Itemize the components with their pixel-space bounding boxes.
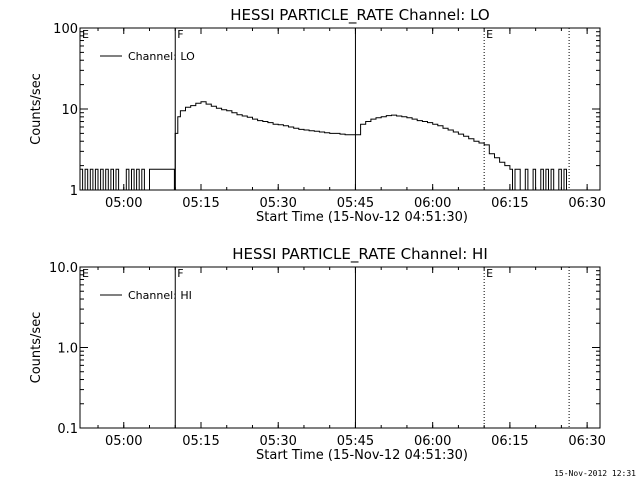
x-tick-label: 06:30	[568, 434, 605, 449]
x-tick-label: 06:15	[491, 434, 528, 449]
y-tick-label: 10.0	[49, 261, 78, 276]
legend-entry: Channel: HI	[128, 289, 192, 302]
x-tick-label: 05:45	[337, 196, 374, 211]
x-tick-label: 06:00	[414, 434, 451, 449]
y-tick-label: 10	[61, 103, 78, 118]
event-marker-label: F	[177, 28, 183, 41]
y-tick-label: 1	[70, 184, 78, 199]
x-tick-label: 05:30	[259, 434, 296, 449]
event-marker-label: E	[486, 28, 493, 41]
x-tick-label: 05:15	[182, 196, 219, 211]
x-tick-label: 05:30	[259, 196, 296, 211]
chart-title: HESSI PARTICLE_RATE Channel: HI	[232, 245, 488, 264]
y-tick-label: 1.0	[57, 342, 78, 357]
y-axis-label: Counts/sec	[29, 73, 44, 145]
x-tick-label: 05:00	[105, 196, 142, 211]
x-tick-label: 06:30	[568, 196, 605, 211]
x-tick-label: 06:15	[491, 196, 528, 211]
chart-panel-1: HESSI PARTICLE_RATE Channel: LO 05:00 05:1…	[29, 6, 606, 225]
event-marker-label: E	[486, 267, 493, 280]
x-axis-label: Start Time (15-Nov-12 04:51:30)	[256, 210, 468, 225]
event-marker-label: F	[177, 267, 183, 280]
chart-panel-2: HESSI PARTICLE_RATE Channel: HI 05:00 05:1…	[29, 245, 606, 463]
series-line	[80, 101, 570, 191]
event-marker-label: E	[82, 28, 89, 41]
x-axis-label: Start Time (15-Nov-12 04:51:30)	[256, 448, 468, 463]
chart-title: HESSI PARTICLE_RATE Channel: LO	[230, 6, 489, 25]
legend-entry: Channel: LO	[128, 50, 195, 63]
x-tick-label: 05:00	[105, 434, 142, 449]
event-marker-label: E	[82, 267, 89, 280]
x-tick-label: 05:45	[337, 434, 374, 449]
y-axis-label: Counts/sec	[29, 312, 44, 384]
x-tick-label: 05:15	[182, 434, 219, 449]
footer-timestamp: 15-Nov-2012 12:31	[554, 469, 636, 478]
y-tick-label: 0.1	[57, 422, 78, 437]
x-tick-label: 06:00	[414, 196, 451, 211]
y-tick-label: 100	[53, 22, 78, 37]
